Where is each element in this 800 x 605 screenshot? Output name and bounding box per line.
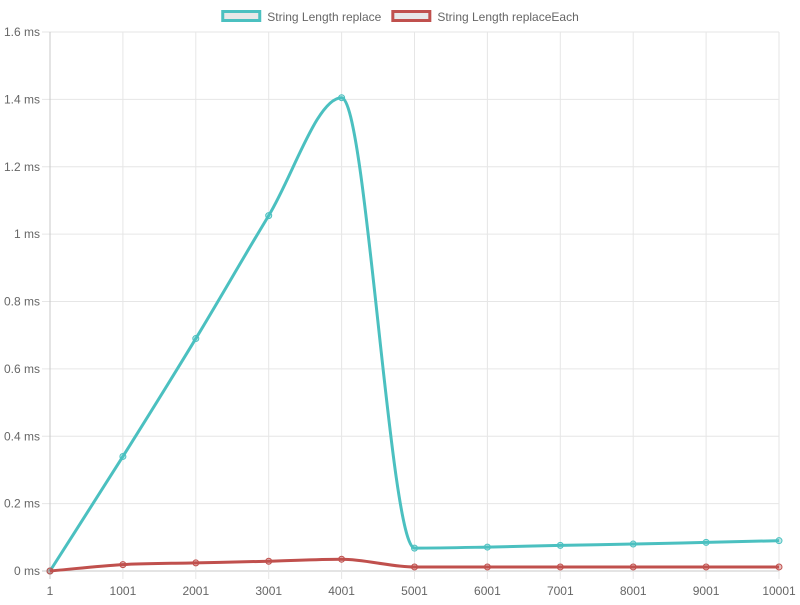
x-tick-label: 8001: [620, 584, 647, 598]
y-tick-label: 1.2 ms: [4, 160, 40, 174]
legend-item[interactable]: String Length replaceEach: [391, 10, 579, 24]
data-point[interactable]: [192, 559, 200, 567]
y-tick-label: 0.2 ms: [4, 497, 40, 511]
y-tick-label: 0 ms: [14, 564, 40, 578]
data-point[interactable]: [556, 563, 564, 571]
series-1: [46, 94, 783, 575]
data-point[interactable]: [411, 544, 418, 552]
x-tick-label: 1001: [110, 584, 137, 598]
x-tick-label: 6001: [474, 584, 501, 598]
data-point[interactable]: [775, 563, 783, 571]
y-tick-label: 0.6 ms: [4, 362, 40, 376]
legend-swatch: [221, 10, 262, 22]
data-point[interactable]: [192, 335, 200, 343]
data-point[interactable]: [556, 541, 564, 549]
x-tick-label: 9001: [693, 584, 720, 598]
data-point[interactable]: [629, 540, 637, 548]
x-tick-label: 10001: [762, 584, 796, 598]
x-tick-label: 7001: [547, 584, 574, 598]
legend-label: String Length replace: [267, 10, 381, 24]
axes: 0 ms 0.2 ms 0.4 ms 0.6 ms 0.8 ms 1 ms 1.2 ms 1.…: [4, 25, 796, 598]
data-point[interactable]: [483, 563, 491, 571]
series-line: [49, 557, 779, 573]
data-point[interactable]: [702, 538, 710, 546]
data-point[interactable]: [265, 557, 273, 565]
data-point[interactable]: [411, 563, 418, 571]
x-tick-label: 1: [47, 584, 54, 598]
data-point[interactable]: [119, 561, 127, 569]
data-point[interactable]: [46, 567, 54, 575]
y-tick-label: 1.4 ms: [4, 92, 40, 106]
data-point[interactable]: [265, 212, 273, 220]
data-point[interactable]: [338, 555, 346, 563]
x-tick-label: 5001: [401, 584, 428, 598]
y-tick-label: 1 ms: [14, 227, 40, 241]
legend-label: String Length replaceEach: [437, 10, 578, 24]
data-point[interactable]: [775, 537, 783, 545]
data-point[interactable]: [119, 452, 127, 460]
legend[interactable]: String Length replace String Length repla…: [221, 10, 579, 24]
y-tick-label: 1.6 ms: [4, 25, 40, 39]
series-layer: [46, 94, 783, 575]
data-point[interactable]: [629, 563, 637, 571]
legend-swatch: [391, 10, 432, 22]
x-tick-label: 3001: [255, 584, 282, 598]
grid-lines: [42, 31, 780, 579]
data-point[interactable]: [338, 94, 346, 102]
data-point[interactable]: [483, 543, 491, 551]
x-tick-label: 4001: [328, 584, 355, 598]
series-line: [48, 96, 780, 572]
y-tick-label: 0.4 ms: [4, 429, 40, 443]
legend-item[interactable]: String Length replace: [221, 10, 382, 24]
data-point[interactable]: [702, 563, 710, 571]
x-tick-label: 2001: [182, 584, 209, 598]
y-tick-label: 0.8 ms: [4, 295, 40, 309]
series-2: [46, 555, 783, 575]
